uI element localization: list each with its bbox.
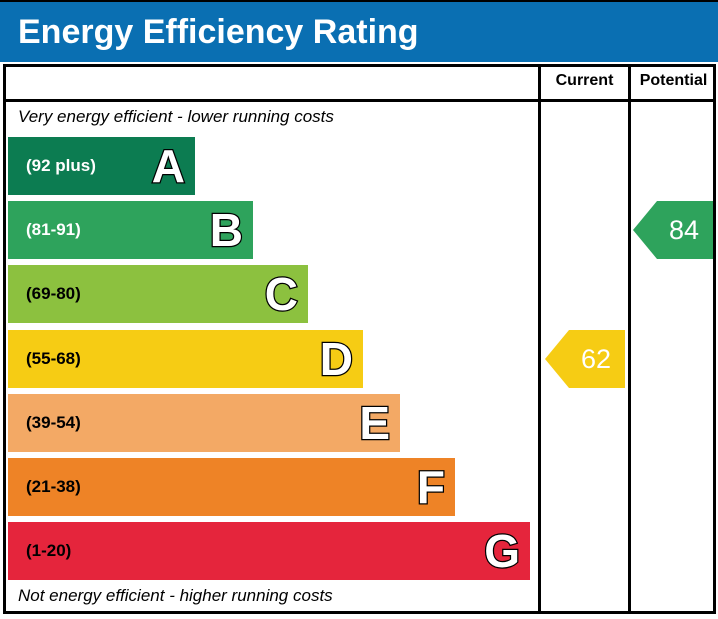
band-letter: B xyxy=(209,203,245,258)
page-title: Energy Efficiency Rating xyxy=(18,12,419,51)
header-row-divider xyxy=(3,99,716,102)
band-range-label: (81-91) xyxy=(26,220,81,239)
band-range-label: (39-54) xyxy=(26,413,81,432)
band-letter: C xyxy=(264,267,300,322)
band-letter: E xyxy=(358,396,391,451)
band-d: (55-68) D xyxy=(8,330,363,388)
current-column-divider xyxy=(538,64,541,614)
potential-rating-marker-value: 84 xyxy=(668,214,700,245)
potential-column-header: Potential xyxy=(639,72,708,89)
current-rating-marker-value: 62 xyxy=(580,343,612,374)
band-range-label: (92 plus) xyxy=(26,156,96,175)
band-b: (81-91) B xyxy=(8,201,253,259)
band-g: (1-20) G xyxy=(8,522,530,580)
band-range-label: (69-80) xyxy=(26,284,81,303)
band-f: (21-38) F xyxy=(8,458,455,516)
rating-table-border xyxy=(3,64,716,614)
band-a: (92 plus) A xyxy=(8,137,195,195)
band-c: (69-80) C xyxy=(8,265,308,323)
bottom-note: Not energy efficient - higher running co… xyxy=(18,586,333,605)
top-note: Very energy efficient - lower running co… xyxy=(18,107,334,126)
band-letter: D xyxy=(319,332,355,387)
band-letter: G xyxy=(483,524,521,579)
top-border-line xyxy=(0,0,718,2)
current-column-header: Current xyxy=(555,72,614,89)
band-range-label: (1-20) xyxy=(26,541,72,560)
band-e: (39-54) E xyxy=(8,394,400,452)
band-letter: F xyxy=(416,460,447,515)
header-banner: Energy Efficiency Rating xyxy=(0,2,718,62)
band-range-label: (55-68) xyxy=(26,349,81,368)
potential-column-divider xyxy=(628,64,631,614)
band-range-label: (21-38) xyxy=(26,477,81,496)
band-letter: A xyxy=(151,139,187,194)
